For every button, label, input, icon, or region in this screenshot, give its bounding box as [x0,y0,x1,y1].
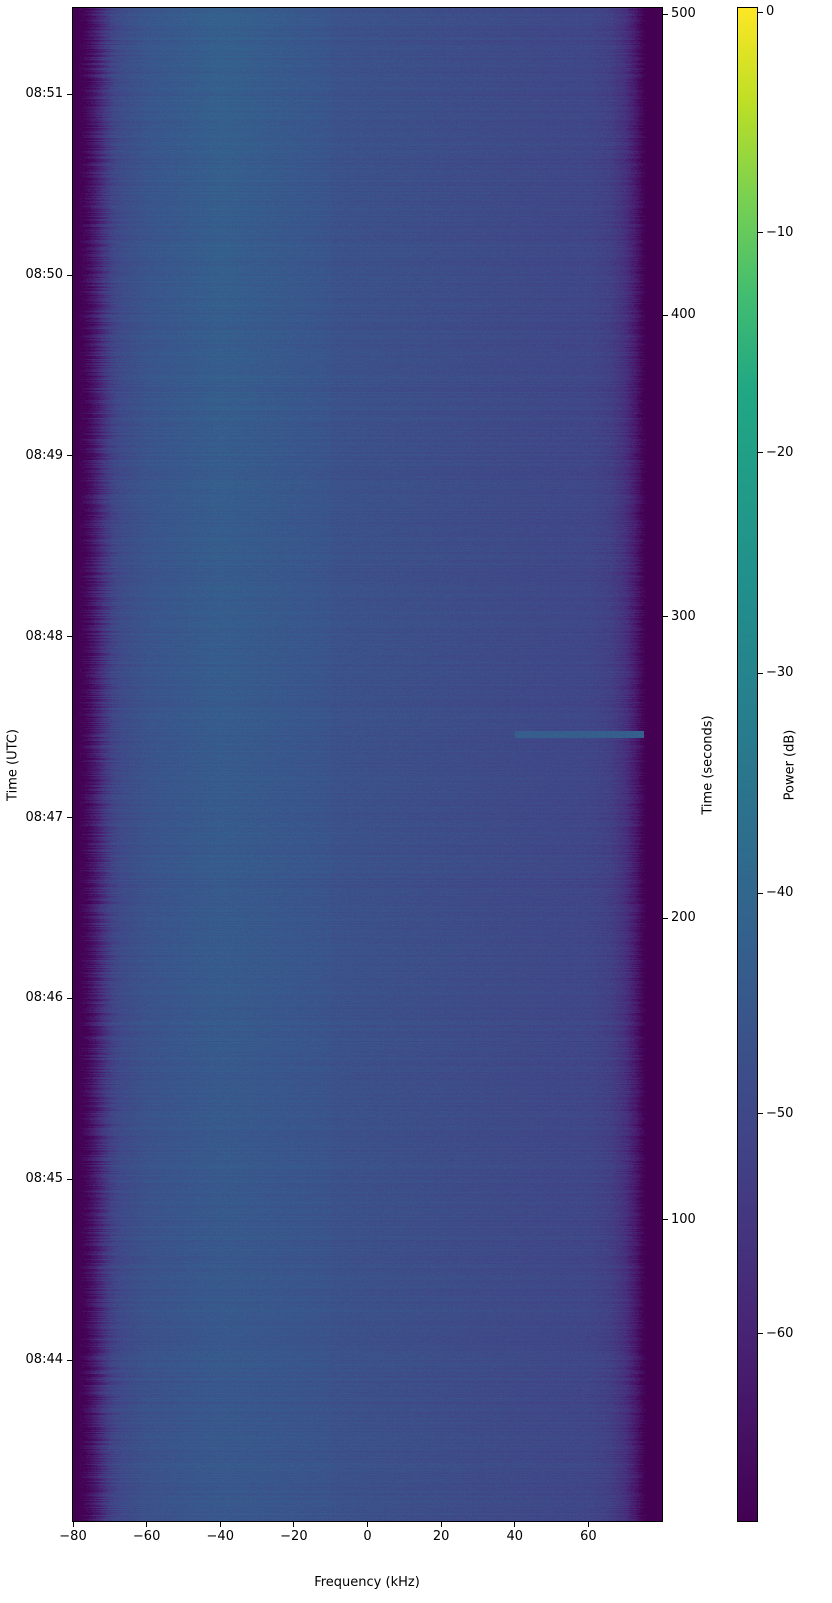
right-y-tick-label: 300 [671,608,696,624]
right-y-axis-label: Time (seconds) [700,715,716,815]
spectrogram-image [73,8,662,1521]
x-tick [146,1522,148,1527]
left-y-tick [67,93,72,95]
colorbar-gradient [738,8,757,1521]
colorbar-label: Power (dB) [782,729,798,801]
colorbar-tick [758,1113,763,1115]
x-tick [587,1522,589,1527]
x-tick [514,1522,516,1527]
x-tick-label: −80 [59,1529,87,1544]
right-y-tick-label: 200 [671,910,696,926]
left-y-tick-label: 08:44 [25,1352,63,1368]
right-y-tick-label: 500 [671,6,696,22]
left-y-tick [67,817,72,819]
left-y-tick-label: 08:46 [25,990,63,1006]
left-y-tick-label: 08:45 [25,1171,63,1187]
colorbar-tick-label: −30 [766,665,794,681]
left-y-tick-label: 08:49 [25,447,63,463]
colorbar-tick [758,452,763,454]
x-tick-label: 0 [363,1529,372,1544]
left-y-tick-label: 08:51 [25,86,63,102]
x-tick-label: −40 [206,1529,234,1544]
right-y-tick [663,1219,668,1221]
left-y-tick [67,274,72,276]
left-y-tick [67,1359,72,1361]
x-tick [219,1522,221,1527]
left-y-tick [67,636,72,638]
x-axis-label: Frequency (kHz) [314,1575,420,1590]
x-tick-label: 60 [580,1529,597,1544]
colorbar-tick [758,672,763,674]
right-y-tick [663,917,668,919]
colorbar-frame [737,7,758,1522]
colorbar-tick-label: −60 [766,1325,794,1341]
right-y-tick-label: 100 [671,1211,696,1227]
x-tick [367,1522,368,1527]
x-tick-label: −20 [280,1529,308,1544]
colorbar-tick-label: −20 [766,444,794,460]
x-tick-label: 40 [506,1529,524,1544]
plot-frame [72,7,663,1522]
left-y-tick [67,455,72,457]
left-y-axis-label: Time (UTC) [5,729,21,801]
colorbar-tick [758,232,763,234]
left-y-tick-label: 08:48 [25,628,63,644]
left-y-tick-label: 08:47 [25,809,63,825]
x-tick [440,1522,442,1527]
left-y-tick-label: 08:50 [25,267,63,283]
colorbar-tick [758,1333,763,1335]
right-y-tick [663,314,668,316]
right-y-tick-label: 400 [671,307,696,323]
x-tick-label: −60 [132,1529,161,1544]
x-tick-label: 20 [432,1529,450,1544]
right-y-tick [663,13,668,15]
x-tick [293,1522,295,1527]
colorbar-tick-label: −10 [766,224,794,240]
left-y-tick [67,997,72,999]
right-y-tick [663,616,668,618]
x-tick [72,1522,74,1527]
colorbar-tick [758,11,763,13]
colorbar-tick-label: 0 [766,4,775,20]
colorbar-tick-label: −50 [766,1105,794,1121]
left-y-tick [67,1178,72,1180]
colorbar-tick [758,892,763,894]
colorbar-tick-label: −40 [766,885,794,901]
